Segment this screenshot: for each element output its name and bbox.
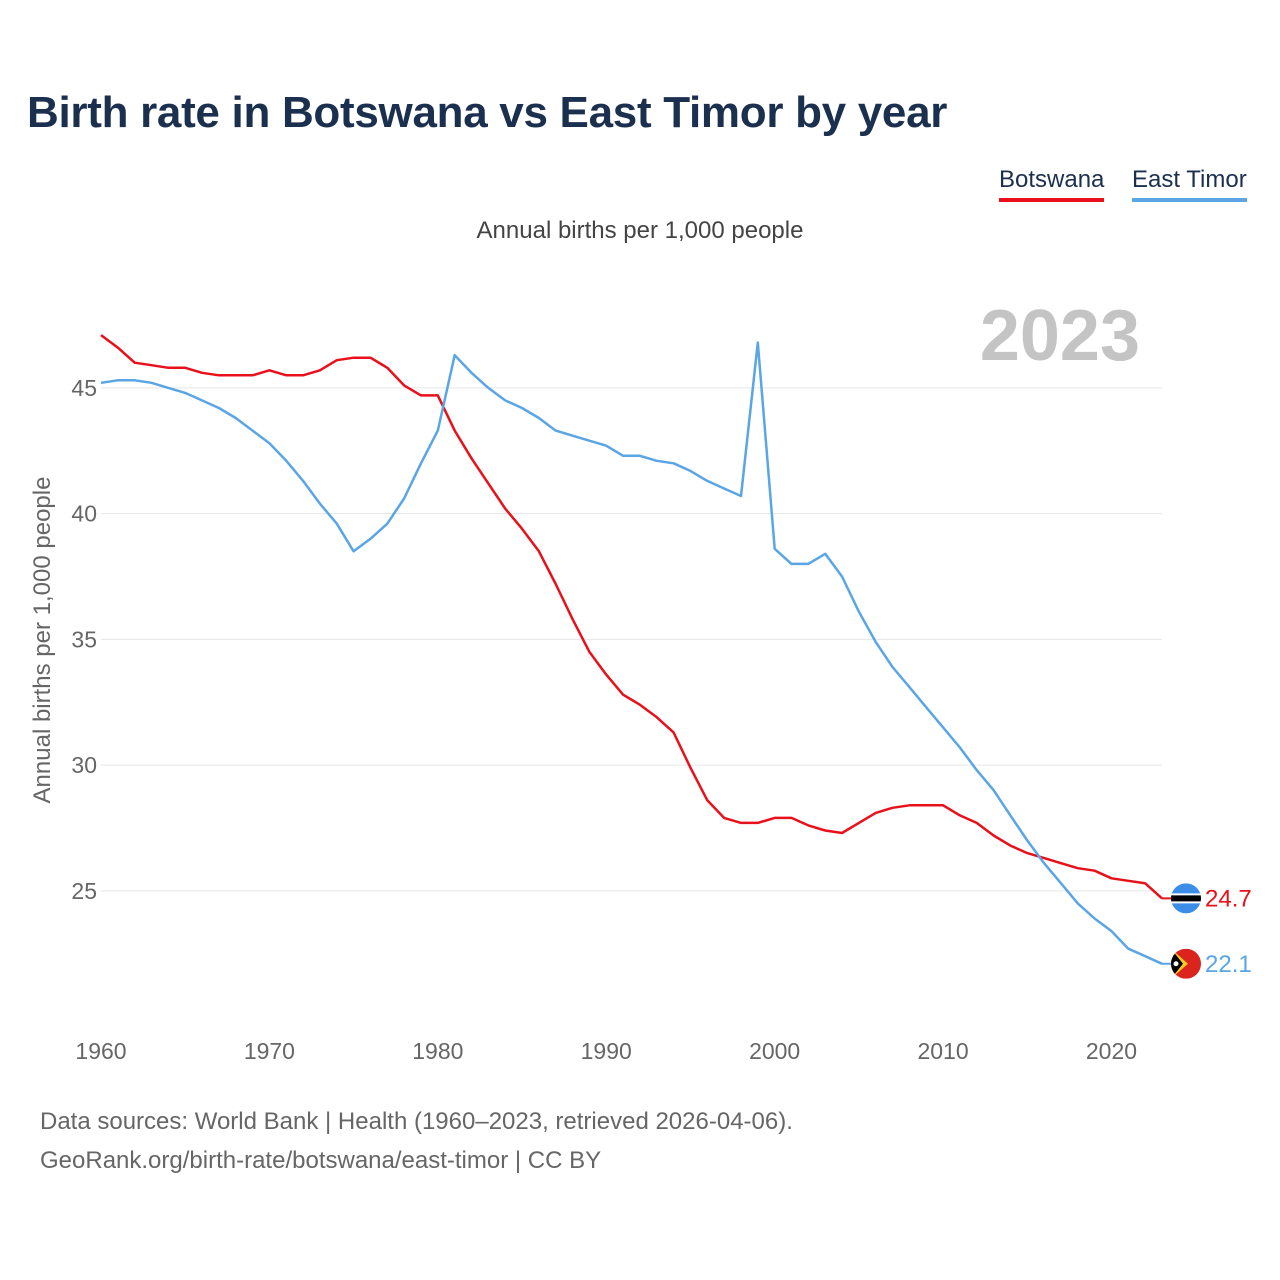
x-tick-label-1980: 1980	[412, 1038, 463, 1064]
x-tick-label-2020: 2020	[1086, 1038, 1137, 1064]
year-watermark: 2023	[980, 296, 1140, 376]
y-tick-label-30: 30	[71, 752, 97, 778]
botswana-flag-icon	[1171, 883, 1201, 914]
x-tick-label-1960: 1960	[75, 1038, 126, 1064]
east-timor-flag-icon	[1171, 948, 1201, 979]
chart-subtitle: Annual births per 1,000 people	[476, 217, 804, 244]
y-tick-label-25: 25	[71, 878, 97, 904]
x-tick-label-1970: 1970	[244, 1038, 295, 1064]
legend-item-botswana[interactable]: Botswana	[999, 166, 1105, 202]
end-value-label-east-timor: 22.1	[1205, 951, 1252, 978]
footer-link[interactable]: GeoRank.org/birth-rate/botswana/east-tim…	[40, 1147, 602, 1174]
x-tick-label-2000: 2000	[749, 1038, 800, 1064]
y-tick-label-35: 35	[71, 626, 97, 652]
footer-source: Data sources: World Bank | Health (1960–…	[40, 1108, 793, 1135]
series-end-markers: 24.7 22.1	[1162, 883, 1252, 979]
x-tick-label-1990: 1990	[581, 1038, 632, 1064]
end-value-label-botswana: 24.7	[1205, 885, 1252, 912]
y-axis-label: Annual births per 1,000 people	[29, 477, 56, 804]
grid-lines	[101, 387, 1162, 892]
line-chart: 2023 Annual births per 1,000 people 25 30…	[29, 296, 1252, 1064]
y-axis-ticks: 25 30 35 40 45	[71, 375, 97, 904]
chart-title: Birth rate in Botswana vs East Timor by …	[27, 88, 948, 137]
y-tick-label-45: 45	[71, 375, 97, 401]
series-line-botswana[interactable]	[100, 334, 1163, 900]
series-lines	[100, 334, 1163, 965]
series-line-east-timor[interactable]	[100, 341, 1163, 965]
y-tick-label-40: 40	[71, 501, 97, 527]
legend-item-east-timor[interactable]: East Timor	[1132, 166, 1247, 202]
x-axis-ticks: 1960 1970 1980 1990 2000 2010 2020	[75, 1038, 1137, 1064]
x-tick-label-2010: 2010	[917, 1038, 968, 1064]
